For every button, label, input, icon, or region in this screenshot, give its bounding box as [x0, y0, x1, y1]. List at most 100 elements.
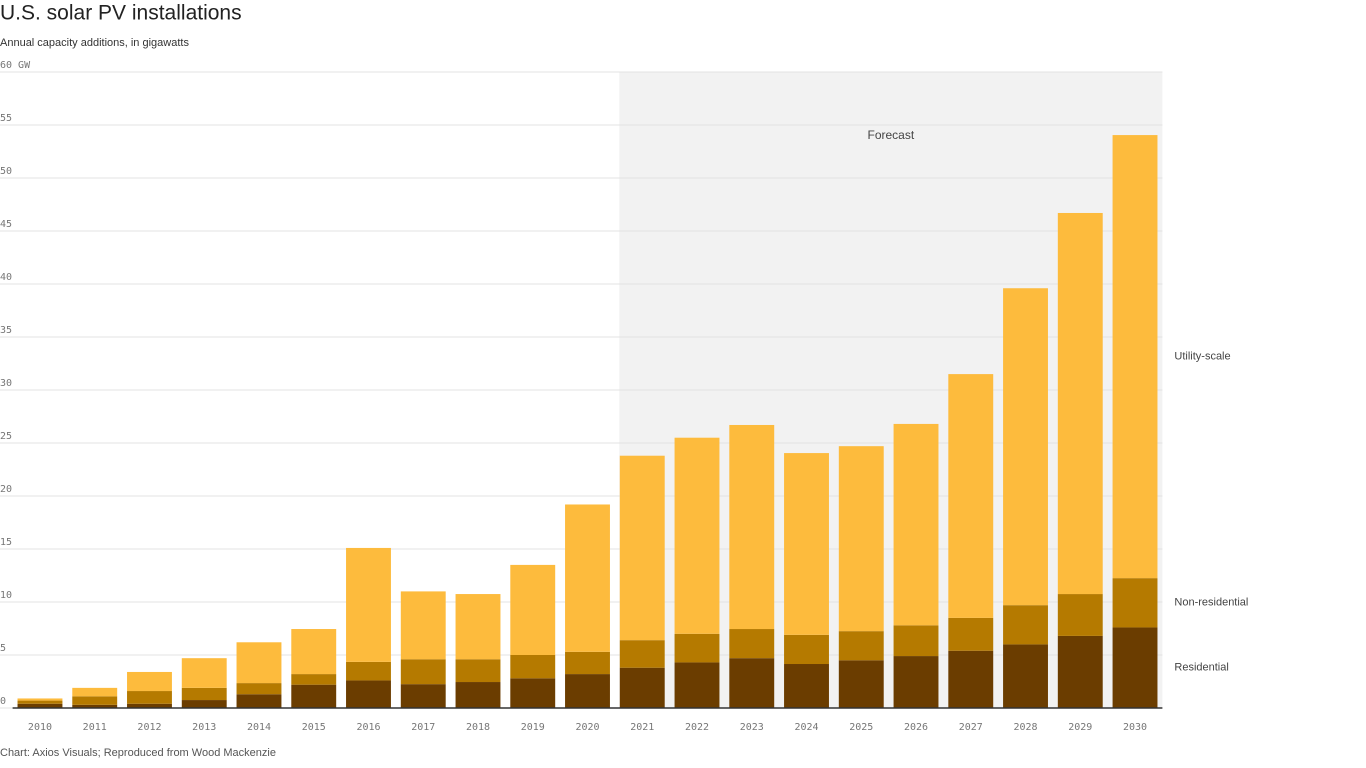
bar-segment — [400, 659, 446, 685]
x-tick-label: 2029 — [1068, 722, 1092, 733]
bar-segment — [236, 642, 282, 684]
bar-segment — [400, 684, 446, 708]
bar-segment — [1003, 644, 1048, 708]
bar-segment — [181, 658, 227, 688]
bar-segment — [948, 650, 994, 708]
bar-segment — [619, 640, 665, 668]
y-tick-label: 0 — [0, 696, 6, 707]
bar-segment — [565, 674, 610, 708]
x-tick-label: 2011 — [83, 722, 107, 733]
bar-segment — [17, 703, 63, 708]
bar-segment — [784, 453, 829, 635]
y-tick-label: 55 — [0, 113, 12, 124]
x-tick-label: 2025 — [849, 722, 873, 733]
bar-segment — [893, 625, 939, 657]
chart-title: U.S. solar PV installations — [0, 2, 242, 25]
bar-segment — [838, 446, 884, 632]
x-tick-label: 2020 — [575, 722, 599, 733]
x-tick-label: 2012 — [137, 722, 161, 733]
bar-segment — [893, 656, 939, 708]
bar-segment — [291, 674, 337, 685]
bar-segment — [17, 700, 63, 704]
bar-segment — [948, 374, 994, 618]
x-tick-label: 2023 — [740, 722, 764, 733]
x-tick-label: 2030 — [1123, 722, 1147, 733]
bar-segment — [565, 651, 610, 675]
y-tick-label: 35 — [0, 325, 12, 336]
bar-segment — [346, 661, 391, 681]
bar-segment — [674, 437, 720, 634]
bar-segment — [1057, 212, 1103, 595]
bar-segment — [948, 617, 994, 651]
y-tick-label: 50 — [0, 166, 12, 177]
bar-segment — [346, 547, 391, 662]
y-tick-label: 40 — [0, 272, 12, 283]
bar-segment — [17, 698, 63, 701]
bar-segment — [455, 594, 501, 660]
x-tick-label: 2027 — [959, 722, 983, 733]
bar-segment — [127, 691, 172, 704]
bar-segment — [291, 684, 337, 708]
bar-segment — [455, 682, 501, 708]
bar-segment — [346, 680, 391, 708]
bar-segment — [838, 631, 884, 661]
bar-segment — [127, 671, 172, 692]
bar-segment — [565, 504, 610, 652]
bar-segment — [1057, 635, 1103, 708]
bar-segment — [729, 424, 775, 630]
bar-segment — [127, 703, 172, 708]
x-tick-label: 2017 — [411, 722, 435, 733]
bar-segment — [1112, 627, 1158, 708]
y-tick-label: 30 — [0, 378, 12, 389]
bar-segment — [674, 662, 720, 708]
bar-segment — [291, 629, 337, 675]
bar-segment — [510, 678, 556, 708]
x-tick-label: 2024 — [794, 722, 818, 733]
x-tick-label: 2026 — [904, 722, 928, 733]
bar-segment — [619, 455, 665, 641]
x-tick-label: 2013 — [192, 722, 216, 733]
y-tick-label: 5 — [0, 643, 6, 654]
x-tick-label: 2018 — [466, 722, 490, 733]
bar-segment — [1003, 288, 1048, 606]
bar-segment — [1003, 605, 1048, 645]
y-tick-label: 45 — [0, 219, 12, 230]
x-tick-label: 2022 — [685, 722, 709, 733]
bar-segment — [674, 633, 720, 663]
bar-segment — [1112, 135, 1158, 579]
y-tick-label: 10 — [0, 590, 12, 601]
forecast-label: Forecast — [867, 128, 914, 142]
bar-segment — [72, 687, 118, 697]
y-tick-label: 60 GW — [0, 60, 31, 71]
bar-segment — [784, 634, 829, 665]
x-tick-label: 2014 — [247, 722, 271, 733]
bar-segment — [510, 564, 556, 655]
x-tick-label: 2028 — [1013, 722, 1037, 733]
bar-segment — [236, 694, 282, 708]
bar-segment — [784, 664, 829, 708]
y-tick-label: 25 — [0, 431, 12, 442]
x-tick-label: 2015 — [302, 722, 326, 733]
source: Chart: Axios Visuals; Reproduced from Wo… — [0, 747, 276, 759]
bar-segment — [1057, 594, 1103, 636]
bar-segment — [181, 700, 227, 708]
bar-segment — [619, 667, 665, 708]
y-tick-label: 15 — [0, 537, 12, 548]
x-tick-label: 2016 — [356, 722, 380, 733]
bar-segment — [72, 704, 118, 708]
bar-segment — [510, 655, 556, 679]
legend-label: Utility-scale — [1174, 351, 1230, 363]
bar-segment — [729, 658, 775, 708]
bar-segment — [729, 629, 775, 659]
bar-segment — [1112, 578, 1158, 628]
chart-subtitle: Annual capacity additions, in gigawatts — [0, 37, 189, 49]
bar-segment — [181, 687, 227, 701]
bar-segment — [838, 660, 884, 708]
legend-label: Non-residential — [1174, 597, 1248, 609]
y-tick-label: 20 — [0, 484, 12, 495]
bar-segment — [236, 683, 282, 695]
bar-segment — [455, 659, 501, 683]
x-tick-label: 2021 — [630, 722, 654, 733]
